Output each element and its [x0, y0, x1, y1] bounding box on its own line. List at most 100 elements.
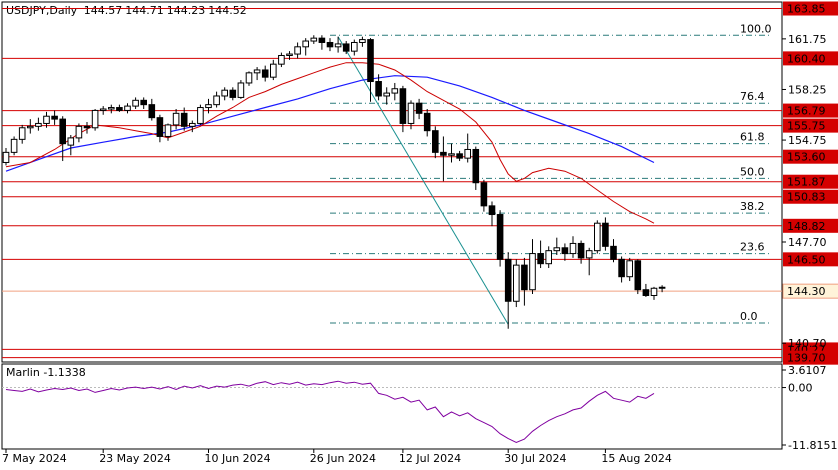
candle: [91, 108, 99, 131]
time-axis-label: 26 Jun 2024: [310, 452, 376, 465]
time-axis-label: 15 Aug 2024: [601, 452, 671, 465]
candle-body: [213, 95, 220, 106]
candle-body: [326, 41, 334, 48]
oscillator-plot-frame: [1, 363, 783, 450]
level-label-box: [783, 149, 838, 164]
candle: [626, 257, 634, 282]
candle-body: [189, 122, 196, 127]
candle: [35, 117, 42, 131]
level-label-box: [783, 174, 838, 189]
trend-line: [337, 36, 509, 325]
candle-body: [124, 105, 131, 111]
symbol-label: USDJPY,Daily: [6, 4, 78, 17]
candle-body: [2, 151, 10, 163]
candle: [180, 107, 188, 131]
fib-level-label: 23.6: [740, 241, 765, 254]
candle: [213, 91, 220, 108]
price-axis-label: 147.70: [788, 236, 827, 249]
level-label-box: [783, 118, 838, 133]
indicator-name: Marlin: [6, 366, 40, 379]
fast-moving-average-line: [5, 62, 655, 224]
oscillator-line: [5, 380, 655, 444]
slow-moving-average-line: [5, 75, 655, 172]
candle: [10, 136, 18, 156]
candle: [318, 35, 326, 50]
low-value: 144.23: [166, 4, 206, 17]
candle: [43, 111, 50, 128]
candle-body: [488, 205, 496, 216]
candle-body: [351, 41, 358, 52]
candle-body: [51, 115, 58, 120]
candle-body: [594, 222, 601, 252]
candle: [310, 35, 318, 44]
candle: [642, 283, 650, 297]
candle: [270, 59, 277, 81]
candle: [561, 243, 569, 261]
high-value: 144.71: [125, 4, 164, 17]
level-label-box: [783, 218, 838, 233]
candle-body: [164, 124, 172, 137]
candle: [334, 36, 342, 53]
candle: [488, 201, 496, 227]
candle-body: [286, 53, 293, 56]
fib-level-label: 76.4: [740, 90, 765, 103]
candle: [537, 240, 544, 269]
candle: [658, 285, 666, 293]
candle-body: [197, 107, 204, 124]
level-label-box: [783, 103, 838, 118]
candle-body: [529, 253, 536, 291]
candle-body: [602, 222, 609, 247]
candle-body: [229, 89, 237, 98]
level-label: 148.82: [787, 220, 826, 233]
fib-level-label: 100.0: [740, 22, 772, 35]
candle: [342, 41, 350, 55]
oscillator-axis-label: 3.6107: [788, 364, 827, 377]
candle: [423, 108, 431, 137]
candle: [326, 38, 334, 52]
price-axis-label: 140.70: [788, 337, 827, 350]
candle: [456, 150, 463, 162]
candle: [569, 236, 577, 258]
candle-body: [440, 151, 447, 156]
candle: [164, 123, 172, 141]
price-axis-label: 154.75: [788, 134, 827, 147]
candle: [67, 135, 75, 156]
candle-body: [472, 148, 480, 184]
oscillator-axis-label: 0.00: [788, 382, 813, 395]
candle-body: [634, 260, 642, 291]
candle-body: [415, 102, 423, 114]
candle-body: [270, 63, 277, 78]
candle-body: [132, 99, 139, 107]
candle: [618, 256, 625, 283]
candle-body: [610, 245, 617, 260]
oscillator-axis-label: -11.8151: [788, 439, 837, 452]
candle-body: [18, 127, 26, 140]
candle: [375, 74, 382, 101]
candle: [585, 247, 593, 276]
candle-body: [83, 125, 91, 129]
indicator-label: Marlin -1.1338: [6, 366, 86, 379]
candle: [124, 103, 131, 114]
candle-body: [561, 247, 569, 255]
candle-body: [618, 258, 625, 278]
candle-body: [504, 258, 512, 302]
price-axis-label: 158.25: [788, 83, 827, 96]
candle-body: [318, 37, 326, 43]
time-axis-label: 30 Jul 2024: [504, 452, 566, 465]
candle-body: [108, 107, 115, 110]
candle-body: [513, 264, 520, 302]
candle-body: [391, 88, 399, 94]
candle: [83, 122, 91, 134]
close-value: 144.52: [208, 4, 247, 17]
candle: [610, 239, 617, 263]
candle: [18, 124, 26, 144]
candle: [253, 67, 261, 81]
level-label: 153.60: [787, 151, 826, 164]
time-axis-label: 7 May 2024: [2, 452, 67, 465]
candle: [148, 98, 156, 121]
level-label-box: [783, 252, 838, 267]
candle-body: [480, 182, 488, 207]
candle: [278, 52, 285, 68]
